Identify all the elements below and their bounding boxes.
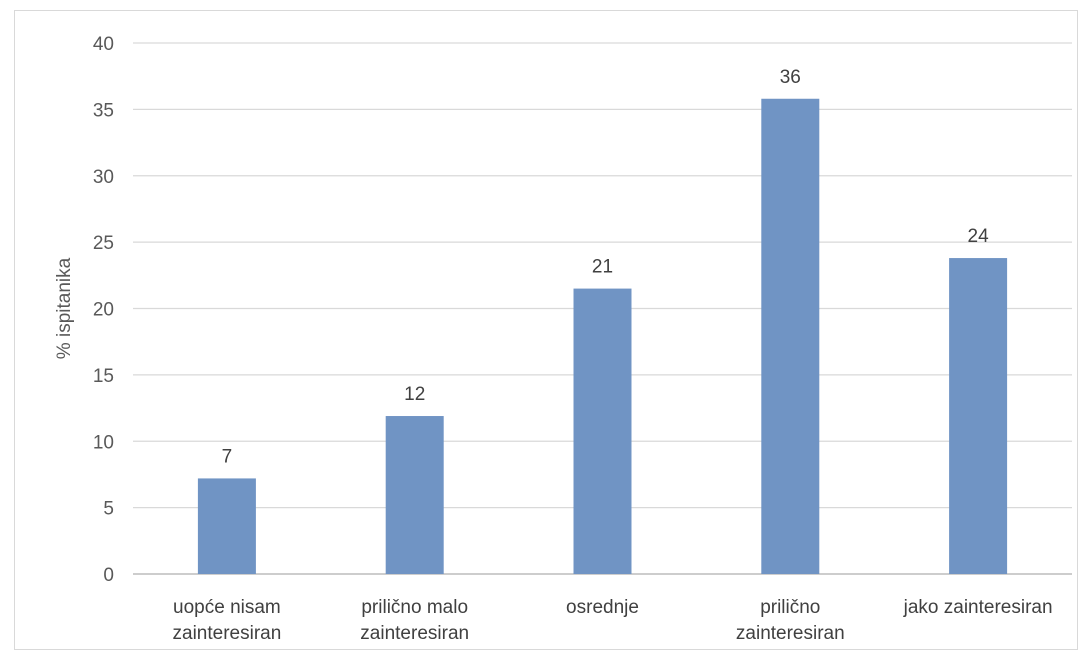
category-label-3: prilično zainteresiran	[736, 597, 845, 644]
chart-frame	[14, 10, 1078, 650]
x-axis-categories: uopće nisam zainteresiran prilično malo zai…	[173, 597, 1053, 644]
bar-4	[949, 258, 1008, 574]
data-labels: 7 12 21 36 24	[222, 67, 989, 468]
data-label-4: 24	[968, 226, 990, 247]
bar-1	[385, 416, 444, 574]
bar-2	[573, 288, 632, 574]
y-tick-label-20: 20	[93, 300, 114, 321]
data-label-3: 36	[780, 67, 801, 88]
y-tick-label-40: 40	[93, 34, 114, 55]
bar-0	[197, 478, 256, 574]
category-label-0: uopće nisam zainteresiran	[173, 597, 282, 644]
data-label-2: 21	[592, 257, 613, 278]
data-label-1: 12	[404, 384, 425, 405]
y-tick-label-30: 30	[93, 167, 114, 188]
y-axis-title: % ispitanika	[54, 257, 75, 359]
y-tick-label-35: 35	[93, 100, 114, 121]
category-label-1: prilično malo zainteresiran	[360, 597, 469, 644]
y-tick-label-0: 0	[103, 565, 114, 586]
y-axis-ticks: 0 5 10 15 20 25 30 35 40	[93, 34, 114, 586]
bars	[197, 98, 1008, 574]
y-tick-label-25: 25	[93, 233, 114, 254]
category-label-4: jako zainteresiran	[903, 597, 1053, 618]
category-label-2: osrednje	[566, 597, 639, 618]
data-label-0: 7	[222, 446, 233, 467]
y-tick-label-15: 15	[93, 366, 114, 387]
y-tick-label-5: 5	[103, 499, 114, 520]
bar-3	[761, 98, 820, 574]
y-tick-label-10: 10	[93, 432, 114, 453]
